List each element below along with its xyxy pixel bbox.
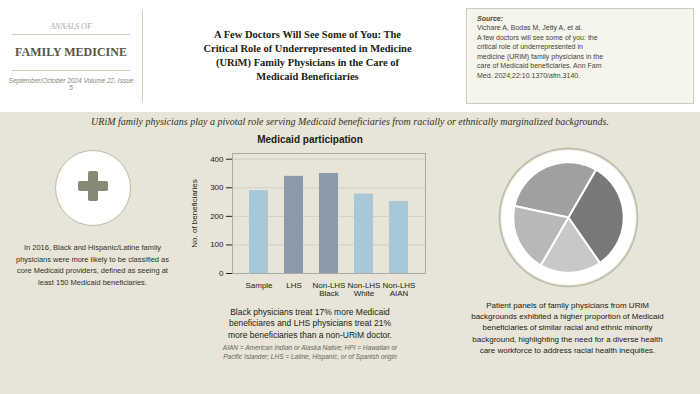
html-text:FAMILY MEDICINE: FAMILY MEDICINE (15, 44, 127, 59)
svg-text:No. of beneficiaries: No. of beneficiaries (190, 179, 199, 247)
svg-text:Non-LHSBlack: Non-LHSBlack (312, 281, 345, 298)
html-text:In 2016, Black and Hispanic/La: In 2016, Black and Hispanic/Latine famil… (16, 243, 169, 287)
html-text:Patient panels of family physi: Patient panels of family physicians from… (471, 301, 664, 355)
html-text:September/October 2024 Volume: September/October 2024 Volume 22, Issue … (8, 76, 134, 91)
svg-text:LHS: LHS (286, 281, 302, 290)
svg-text:Non-LHSWhite: Non-LHSWhite (347, 281, 380, 298)
html-text:URiM family physicians play a: URiM family physicians play a pivotal ro… (91, 116, 609, 127)
svg-text:Non-LHSAIAN: Non-LHSAIAN (382, 281, 415, 298)
svg-text:200: 200 (210, 212, 224, 221)
html-text:A Few Doctors Will See Some of: A Few Doctors Will See Some of You: The … (203, 28, 412, 83)
html-text:Source:: Source: (477, 15, 504, 22)
html-text:Black physicians treat 17% mor: Black physicians treat 17% more Medicaid… (228, 307, 392, 340)
svg-text:Sample: Sample (245, 281, 273, 290)
svg-text:0: 0 (219, 269, 224, 278)
html-text:AIAN = American Indian or Alas: AIAN = American Indian or Alaska Native;… (222, 344, 398, 361)
svg-text:300: 300 (210, 183, 224, 192)
svg-text:400: 400 (210, 155, 224, 164)
html-text:Medicaid participation: Medicaid participation (257, 134, 363, 145)
svg-text:100: 100 (210, 240, 224, 249)
html-text:Vichare A, Bodas M, Jetty A, e: Vichare A, Bodas M, Jetty A, et al. A fe… (477, 24, 603, 79)
html-text:ANNALS OF: ANNALS OF (50, 21, 92, 31)
